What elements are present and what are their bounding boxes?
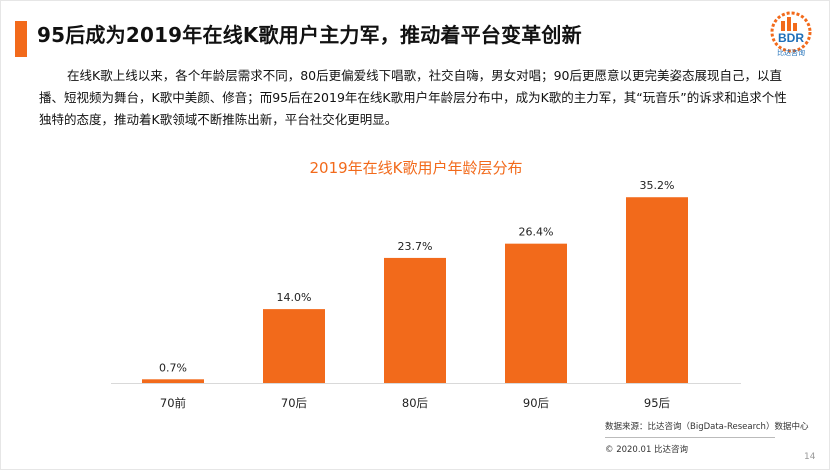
category-label-0: 70前 (160, 396, 186, 410)
data-source: 数据来源：比达咨询（BigData-Research）数据中心 (605, 422, 809, 432)
title-accent-bar (15, 21, 27, 57)
data-label-4: 35.2% (640, 179, 675, 192)
bar-3 (505, 243, 567, 383)
category-label-3: 90后 (523, 396, 549, 410)
footer-divider (605, 437, 775, 438)
page-title: 95后成为2019年在线K歌用户主力军，推动着平台变革创新 (37, 23, 582, 47)
bar-2 (384, 257, 446, 383)
data-label-2: 23.7% (398, 240, 433, 253)
bar-4 (626, 197, 688, 383)
data-label-0: 0.7% (159, 361, 187, 374)
category-label-1: 70后 (281, 396, 307, 410)
chart-title: 2019年在线K歌用户年龄层分布 (309, 159, 523, 177)
bdr-logo: BDR 比达咨询 (763, 9, 819, 59)
bar-0 (142, 379, 204, 383)
bar-1 (263, 309, 325, 383)
page-number: 14 (804, 452, 816, 462)
intro-paragraph: 在线K歌上线以来，各个年龄层需求不同，80后更偏爱线下唱歌，社交自嗨，男女对唱；… (39, 68, 787, 127)
category-label-2: 80后 (402, 396, 428, 410)
logo-subtext: 比达咨询 (777, 48, 805, 57)
data-label-1: 14.0% (277, 291, 312, 304)
category-label-4: 95后 (644, 396, 670, 410)
logo-text: BDR (778, 31, 804, 45)
data-label-3: 26.4% (519, 226, 554, 239)
copyright: © 2020.01 比达咨询 (605, 445, 689, 455)
